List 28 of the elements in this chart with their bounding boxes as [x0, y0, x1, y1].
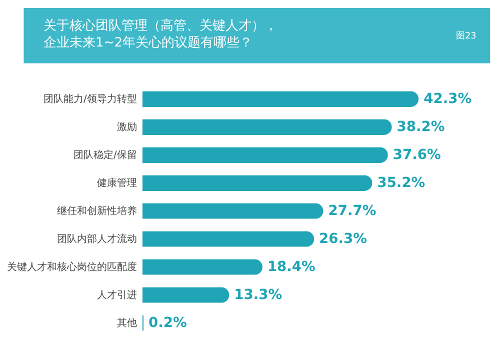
data-label: 35.2% — [377, 174, 426, 191]
data-label: 37.6% — [392, 146, 441, 163]
y-tick-label: 团队内部人才流动 — [56, 232, 137, 245]
y-tick-label: 团队稳定/保留 — [74, 149, 137, 161]
y-tick-label: 健康管理 — [96, 177, 137, 189]
data-label: 13.3% — [234, 286, 282, 303]
y-tick-label: 其他 — [116, 316, 137, 329]
bar — [142, 119, 392, 135]
data-label: 26.3% — [319, 230, 368, 247]
bar — [142, 203, 324, 219]
y-tick-label: 继任和创新性培养 — [56, 204, 137, 217]
data-label: 0.2% — [148, 314, 188, 331]
chart-title: 关于核心团队管理（高管、关键人才），企业未来1~2年关心的议题有哪些？ — [43, 18, 278, 51]
bar — [142, 259, 262, 275]
bar — [142, 175, 372, 191]
y-tick-label: 团队能力/领导力转型 — [44, 93, 137, 106]
y-tick-label: 激励 — [116, 121, 137, 134]
y-tick-label: 人才引进 — [96, 288, 137, 301]
caption: 图23 — [456, 32, 476, 42]
bar — [142, 231, 314, 247]
data-label: 38.2% — [396, 118, 445, 135]
bar — [142, 91, 419, 107]
data-label: 27.7% — [328, 202, 376, 219]
y-tick-label: 关键人才和核心岗位的匹配度 — [6, 260, 137, 273]
data-label: 42.3% — [424, 90, 472, 107]
bar — [142, 287, 230, 303]
bar — [142, 147, 388, 163]
data-label: 18.4% — [267, 258, 316, 275]
